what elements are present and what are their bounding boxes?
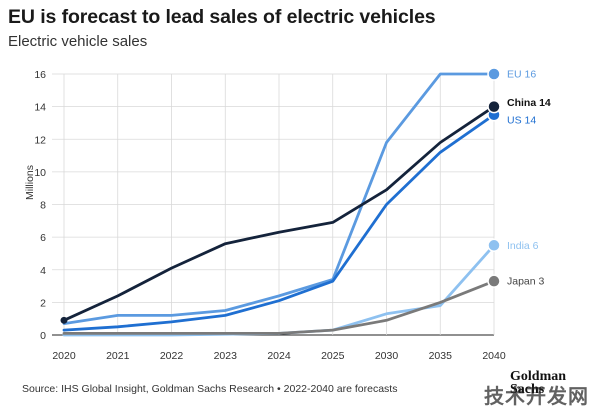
end-label-eu: EU 16 (507, 69, 536, 81)
series-end-dot-japan (487, 274, 501, 288)
x-tick-label: 2040 (482, 350, 506, 362)
series-start-dot-china (60, 316, 68, 324)
series-lines (60, 67, 501, 337)
axis-ticks: 0 2 4 6 8 10 12 14 16 2020 2021 2022 2023 2024 2025 203… (34, 69, 506, 362)
y-tick-label: 8 (40, 200, 46, 212)
y-tick-label: 4 (40, 265, 46, 277)
y-tick-label: 6 (40, 232, 46, 244)
chart-subtitle: Electric vehicle sales (8, 33, 148, 50)
x-tick-label: 2035 (429, 350, 453, 362)
x-tick-label: 2021 (106, 350, 130, 362)
y-tick-label: 10 (34, 167, 46, 179)
series-end-dot-china (487, 99, 501, 114)
end-label-us: US 14 (507, 114, 536, 126)
x-tick-label: 2022 (160, 350, 184, 362)
series-line-eu (62, 72, 496, 326)
y-tick-label: 0 (40, 330, 46, 342)
series-end-dot-india (487, 238, 501, 253)
series-line-china (62, 105, 496, 322)
goldman-sachs-logo: Goldman Sachs (510, 369, 567, 397)
y-tick-label: 12 (34, 134, 46, 146)
x-tick-label: 2020 (52, 350, 76, 362)
source-note: Source: IHS Global Insight, Goldman Sach… (22, 383, 398, 395)
x-tick-label: 2030 (375, 350, 399, 362)
x-tick-label: 2024 (267, 350, 291, 362)
chart-title: EU is forecast to lead sales of electric… (8, 6, 436, 28)
y-tick-label: 14 (34, 102, 46, 114)
grid-lines (52, 73, 495, 336)
end-labels: EU 16 China 14 US 14 India 6 Japan 3 (507, 69, 551, 288)
series-end-dot-eu (487, 67, 501, 81)
y-tick-label: 16 (34, 69, 46, 81)
x-tick-label: 2023 (214, 350, 238, 362)
end-label-china: China 14 (507, 97, 551, 109)
site-watermark: 技术开发网 (484, 384, 589, 408)
end-label-india: India 6 (507, 240, 539, 252)
series-line-japan (62, 279, 496, 335)
y-tick-label: 2 (40, 297, 46, 309)
series-line-us (62, 113, 496, 332)
x-tick-label: 2025 (321, 350, 345, 362)
end-label-japan: Japan 3 (507, 276, 545, 288)
